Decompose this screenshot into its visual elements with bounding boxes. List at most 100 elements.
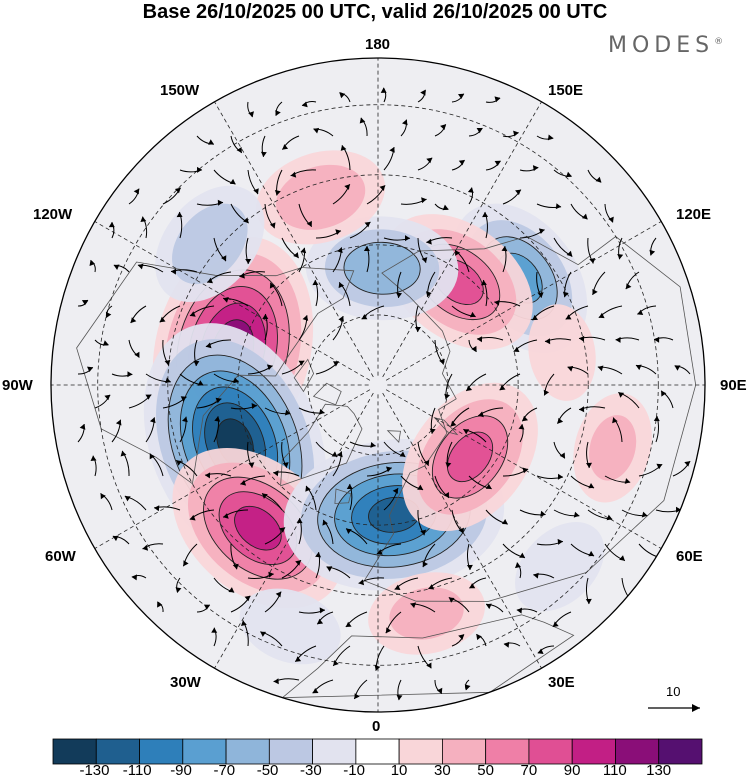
label-30e: 30E	[548, 674, 575, 691]
wind-vector-head	[211, 627, 218, 633]
wind-vector	[77, 299, 89, 307]
wind-vector-head	[469, 583, 476, 589]
wind-vector-head	[104, 394, 111, 401]
wind-vector-head	[656, 463, 663, 470]
wind-vector-head	[312, 280, 319, 286]
latitude-circle	[307, 314, 449, 456]
wind-vector-head	[386, 466, 392, 473]
wind-vector-head	[429, 428, 436, 434]
anomaly-contour	[276, 164, 366, 230]
label-120w: 120W	[33, 206, 73, 223]
wind-vector-head	[618, 392, 625, 398]
wind-vector-head	[537, 292, 544, 298]
wind-vector-head	[592, 289, 598, 295]
wind-vector-head	[518, 424, 525, 430]
wind-vector-head	[463, 429, 470, 435]
wind-vector-head	[305, 485, 311, 492]
wind-vector-head	[442, 204, 449, 211]
wind-vector-head	[245, 259, 252, 264]
coastline	[76, 261, 355, 485]
colorbar-tick-label: 90	[563, 762, 581, 779]
colorbar-tick-label: -130	[79, 762, 110, 779]
wind-vector-head	[653, 416, 660, 422]
wind-vector-head	[221, 255, 227, 262]
label-150e: 150E	[548, 82, 584, 99]
wind-vector-head	[522, 415, 528, 422]
wind-vector-head	[389, 147, 395, 153]
modes-logo-text: MODES	[608, 33, 715, 58]
wind-vector-head	[300, 247, 307, 254]
wind-vector-head	[273, 470, 279, 477]
wind-vector-head	[455, 250, 461, 256]
wind-vector-head	[134, 351, 140, 358]
wind-vector-head	[588, 483, 595, 489]
wind-vector-head	[499, 384, 506, 391]
meridian	[214, 101, 374, 378]
wind-vector-head	[335, 229, 341, 235]
wind-vector-head	[296, 518, 303, 524]
meridian	[214, 392, 374, 669]
wind-vector-head	[436, 687, 443, 694]
wind-vector-head	[585, 598, 592, 604]
colorbar-segment	[615, 738, 660, 765]
wind-vector-head	[516, 607, 522, 614]
wind-vector-head	[260, 151, 267, 157]
wind-vector-head	[566, 250, 573, 257]
colorbar-segment	[95, 738, 140, 765]
wind-vector-head	[207, 277, 213, 284]
wind-vector-head	[251, 403, 257, 409]
wind-vector-head	[513, 130, 519, 137]
wind-vector-head	[262, 314, 269, 319]
wind-vector-head	[423, 459, 430, 466]
wind-vector-head	[159, 316, 166, 323]
colorbar-tick-label: 10	[390, 762, 408, 779]
wind-vector-head	[547, 134, 554, 141]
wind-vector-head	[566, 171, 572, 178]
wind-vector-head	[615, 336, 621, 343]
wind-vector-head	[565, 314, 572, 320]
wind-vector-head	[205, 342, 212, 349]
wind-vector-head	[197, 380, 204, 386]
coastline	[433, 416, 459, 436]
wind-vector-head	[333, 660, 339, 666]
wind-vector-head	[229, 178, 236, 185]
colorbar-segment	[182, 738, 227, 765]
wind-vector-head	[205, 472, 211, 479]
wind-vector-head	[661, 390, 667, 397]
wind-vector-head	[124, 496, 131, 502]
wind-vector-head	[466, 564, 473, 570]
wind-vector-head	[197, 166, 202, 173]
wind-vector-head	[223, 297, 229, 303]
wind-vector-head	[233, 377, 239, 384]
wind-vector-head	[79, 424, 86, 430]
wind-vector-head	[471, 345, 477, 352]
wind-vector-head	[331, 451, 338, 457]
wind-vector-head	[394, 584, 401, 590]
anomaly-center	[528, 304, 596, 401]
wind-vector-head	[376, 549, 383, 555]
wind-vector-head	[654, 336, 660, 343]
wind-vector-head	[337, 247, 343, 254]
wind-vector-head	[606, 514, 613, 521]
wind-vector-head	[379, 185, 386, 191]
wind-vector-head	[113, 264, 120, 270]
wind-vector-head	[90, 455, 97, 461]
colorbar-tick-label: -90	[170, 762, 192, 779]
wind-vector-head	[515, 189, 521, 196]
wind-vector-head	[625, 283, 632, 290]
wind-vector-head	[228, 587, 235, 593]
wind-vector-head	[364, 221, 371, 228]
wind-vector-head	[597, 365, 604, 372]
wind-vector-head	[478, 411, 484, 418]
reference-vector-label: 10	[666, 684, 681, 699]
wind-vector-head	[586, 462, 592, 468]
wind-vector-head	[248, 462, 255, 468]
wind-vector-head	[385, 627, 392, 634]
wind-vector-head	[421, 197, 427, 204]
colorbar-segment	[571, 738, 616, 765]
wind-vector-head	[175, 587, 182, 593]
label-180: 180	[365, 36, 391, 53]
wind-vector-head	[215, 397, 222, 404]
wind-vector-head	[275, 591, 282, 598]
colorbar-segment	[312, 738, 357, 765]
